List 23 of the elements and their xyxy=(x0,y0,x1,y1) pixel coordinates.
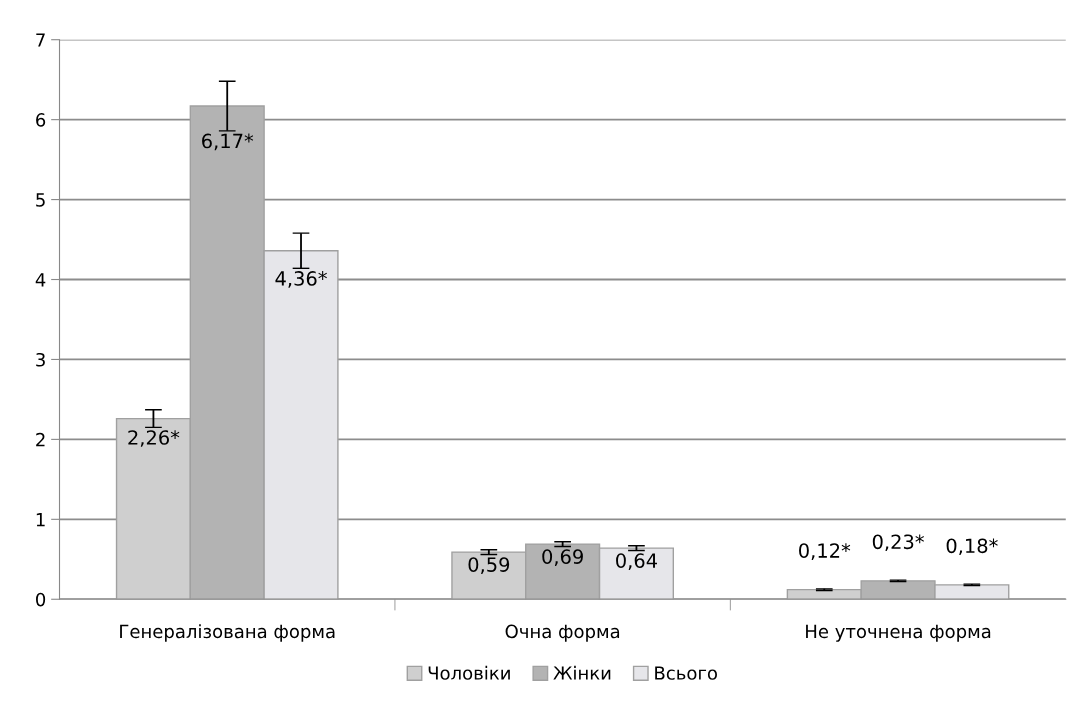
legend-label: Всього xyxy=(655,666,717,680)
data-label: 0,59 xyxy=(468,557,510,574)
x-tick-label: Генералізована форма xyxy=(120,624,335,642)
y-tick-label: 0 xyxy=(36,592,46,607)
y-tick-label: 3 xyxy=(36,352,45,367)
data-label: 0,12* xyxy=(799,543,851,560)
y-tick-label: 4 xyxy=(35,273,46,287)
y-tick-label: 6 xyxy=(36,113,46,127)
y-tick-label: 7 xyxy=(36,33,45,47)
data-label: 0,64 xyxy=(616,553,657,570)
x-tick-label: Очна форма xyxy=(505,624,620,642)
data-label: 2,26* xyxy=(128,430,180,447)
y-tick-label: 1 xyxy=(36,513,45,527)
legend-label: Чоловіки xyxy=(428,665,510,680)
data-label: 6,17* xyxy=(202,133,254,151)
y-tick-label: 2 xyxy=(36,432,45,447)
y-tick-label: 5 xyxy=(36,193,45,207)
data-label: 0,18* xyxy=(946,538,998,556)
data-label: 0,23* xyxy=(872,534,924,552)
x-tick-label: Не уточнена форма xyxy=(806,624,991,642)
data-label: 4,36* xyxy=(275,271,327,288)
legend-label: Жінки xyxy=(553,665,611,680)
data-label: 0,69 xyxy=(542,549,583,566)
